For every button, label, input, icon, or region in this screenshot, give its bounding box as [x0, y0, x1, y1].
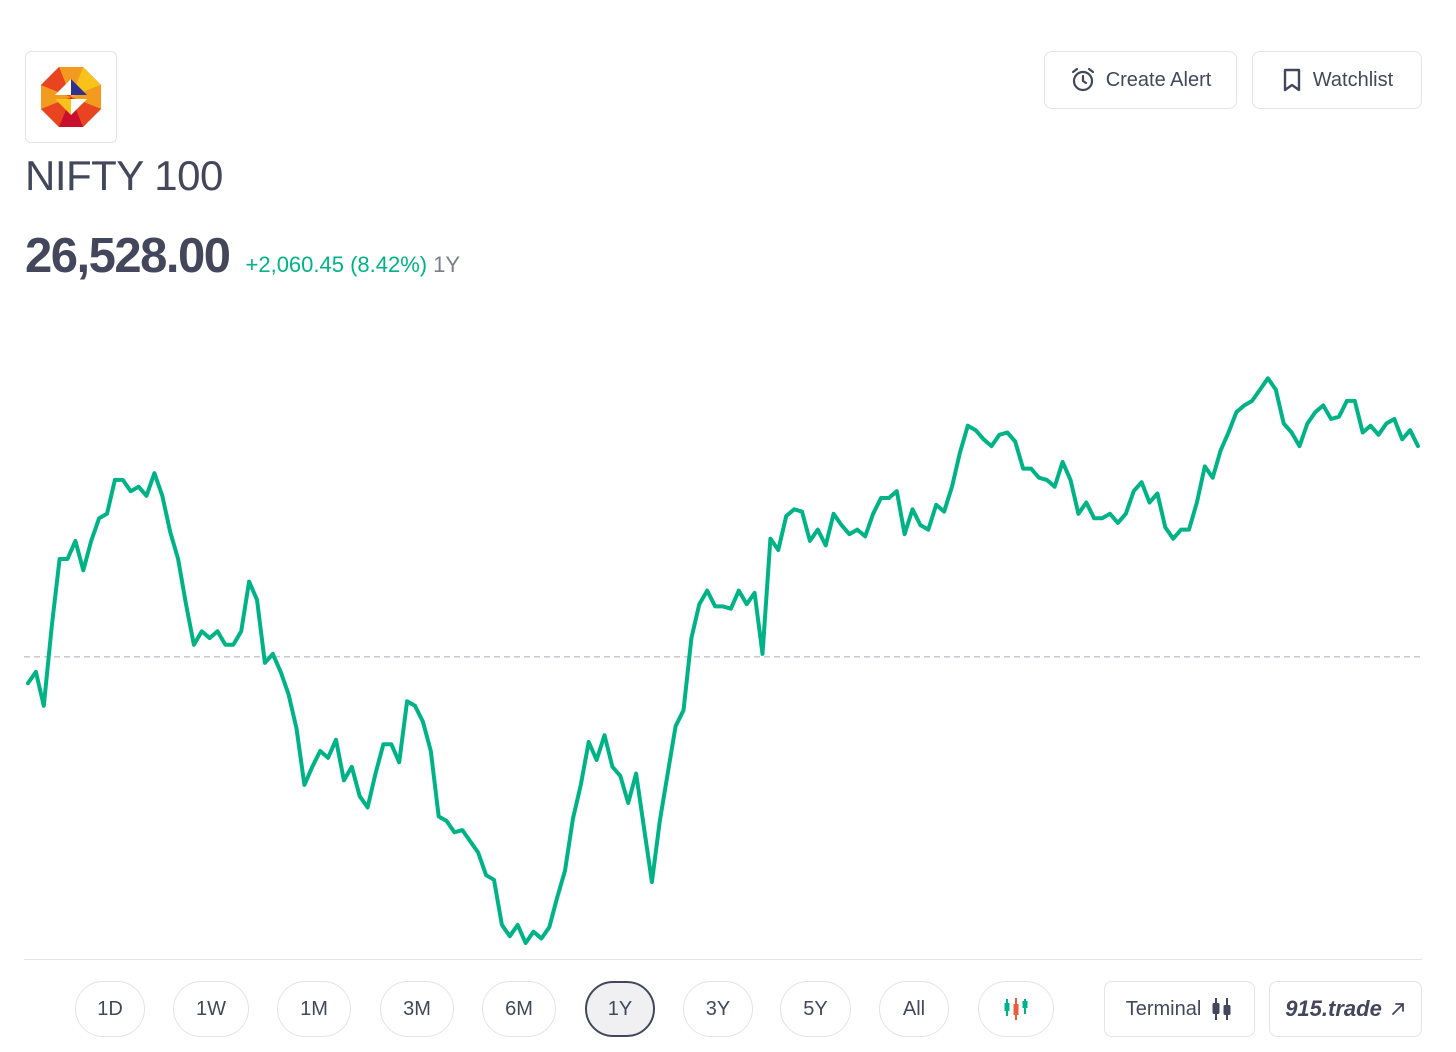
terminal-label: Terminal [1125, 997, 1202, 1020]
price-chart[interactable] [0, 300, 1456, 970]
range-button-3m[interactable]: 3M [380, 981, 454, 1037]
create-alert-label: Create Alert [1105, 68, 1212, 91]
watchlist-button[interactable]: Watchlist [1252, 51, 1422, 109]
candlestick-icon [1004, 998, 1028, 1020]
bookmark-icon [1283, 68, 1300, 92]
range-button-5y[interactable]: 5Y [780, 981, 851, 1037]
alarm-clock-icon [1071, 67, 1094, 92]
candlestick-icon [1212, 998, 1231, 1020]
watchlist-label: Watchlist [1312, 68, 1394, 91]
nifty-logo-icon [41, 67, 101, 127]
index-logo [25, 51, 117, 143]
price-change: +2,060.45 (8.42%) [245, 252, 428, 277]
range-button-1w[interactable]: 1W [173, 981, 249, 1037]
change-period: 1Y [433, 252, 461, 277]
create-alert-button[interactable]: Create Alert [1044, 51, 1237, 109]
range-button-3y[interactable]: 3Y [683, 981, 753, 1037]
chart-type-toggle[interactable] [978, 981, 1054, 1037]
range-button-all[interactable]: All [879, 981, 949, 1037]
price-row: 26,528.00 +2,060.45 (8.42%) 1Y [25, 228, 460, 284]
915-trade-button[interactable]: 915.trade [1269, 981, 1422, 1037]
range-button-1d[interactable]: 1D [75, 981, 145, 1037]
chart-divider [24, 959, 1422, 960]
terminal-button[interactable]: Terminal [1104, 981, 1255, 1037]
range-button-6m[interactable]: 6M [482, 981, 556, 1037]
current-price: 26,528.00 [25, 229, 231, 283]
range-button-1m[interactable]: 1M [277, 981, 351, 1037]
index-name: NIFTY 100 [25, 152, 223, 199]
chart-series-line [26, 376, 1420, 945]
915-trade-label: 915.trade [1285, 996, 1382, 1021]
external-link-arrow-icon [1391, 1003, 1404, 1015]
range-button-1y[interactable]: 1Y [585, 981, 655, 1037]
